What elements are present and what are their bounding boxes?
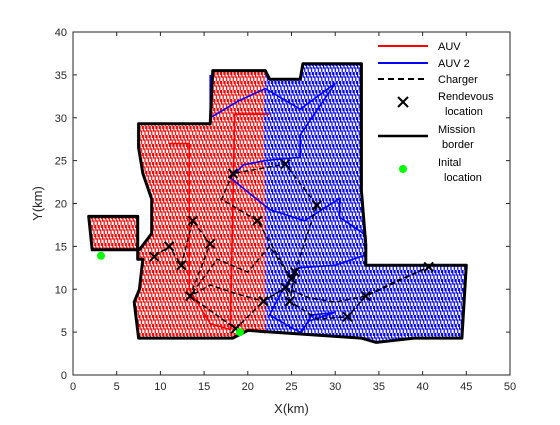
- x-tick-label-2: 10: [154, 381, 166, 393]
- auv-coverage-region: [88, 70, 266, 339]
- rendezvous-marker-8: [252, 215, 263, 226]
- rendezvous-marker-12-b: [284, 296, 295, 307]
- rendezvous-marker-4: [187, 215, 198, 226]
- x-tick-label-3: 15: [198, 381, 210, 393]
- legend-label-auv2: AUV 2: [438, 58, 470, 70]
- rendezvous-marker-5-b: [205, 238, 216, 250]
- auv-trajectory: [169, 113, 270, 331]
- y-axis-ticks: 0 5 10 15 20 25 30 35 40: [55, 27, 510, 382]
- rendezvous-marker-9-b: [258, 296, 269, 307]
- x-tick-label-6: 30: [329, 381, 341, 393]
- x-tick-label-1: 5: [114, 381, 120, 393]
- y-tick-label-1: 5: [61, 327, 67, 339]
- rendezvous-marker-10-b: [280, 282, 291, 293]
- x-axis-label: X(km): [274, 401, 309, 416]
- rendezvous-marker-14: [289, 266, 301, 278]
- legend-label-charger: Charger: [438, 74, 478, 86]
- x-tick-label-4: 20: [242, 381, 254, 393]
- legend-label-border: Mission border: [438, 124, 475, 151]
- rendezvous-marker-17-b: [360, 290, 371, 302]
- legend-swatch-initial: [399, 165, 407, 173]
- rendezvous-marker-17: [360, 290, 371, 302]
- y-tick-label-8: 40: [55, 27, 67, 39]
- auv2-trajectory: [209, 74, 367, 336]
- legend: AUV AUV 2 Charger Rendevous location Miss…: [373, 38, 505, 184]
- legend-label-rendezvous: Rendevous location: [438, 91, 494, 118]
- rendezvous-marker-14-b: [289, 266, 301, 278]
- rendezvous-marker-1: [163, 241, 175, 252]
- rendezvous-marker-2: [176, 260, 187, 271]
- rendezvous-marker-5: [205, 238, 216, 250]
- rendezvous-marker-18-b: [423, 261, 434, 273]
- initial-location-marker-0: [96, 251, 105, 260]
- rendezvous-marker-15: [311, 200, 323, 211]
- rendezvous-marker-7-b: [230, 323, 241, 334]
- legend-label-initial: Inital location: [438, 157, 482, 184]
- rendezvous-marker-3-b: [184, 290, 196, 302]
- x-tick-label-5: 25: [285, 381, 297, 393]
- y-tick-label-5: 25: [55, 156, 67, 168]
- rendezvous-marker-18: [423, 261, 434, 273]
- rendezvous-marker-2-b: [176, 260, 187, 271]
- x-tick-label-0: 0: [70, 381, 76, 393]
- rendezvous-marker-4-b: [187, 215, 198, 226]
- x-tick-label-7: 35: [373, 381, 385, 393]
- rendezvous-marker-12: [284, 296, 295, 307]
- legend-label-auv: AUV: [438, 41, 461, 53]
- rendezvous-marker-13-b: [286, 273, 297, 285]
- x-axis-ticks: 0 5 10 15 20 25 30 35 40 45 50: [70, 32, 516, 393]
- rendezvous-marker-15-b: [311, 200, 323, 211]
- rendezvous-marker-16-b: [342, 311, 353, 322]
- legend-swatch-rendezvous: [397, 96, 409, 108]
- markers: [96, 158, 434, 337]
- rendezvous-marker-8-b: [252, 215, 263, 226]
- y-axis-label: Y(km): [30, 186, 45, 221]
- x-tick-label-10: 50: [504, 381, 516, 393]
- rendezvous-marker-6: [227, 168, 239, 179]
- mission-border-layer: [87, 62, 468, 344]
- rendezvous-marker-9: [258, 296, 269, 307]
- rendezvous-marker-0: [149, 251, 160, 262]
- x-tick-label-9: 45: [460, 381, 472, 393]
- rendezvous-marker-11: [280, 158, 291, 170]
- rendezvous-marker-3: [184, 290, 196, 302]
- mission-border-line: [87, 62, 468, 344]
- y-tick-label-4: 20: [55, 199, 67, 211]
- y-tick-label-0: 0: [61, 370, 67, 382]
- rendezvous-marker-1-b: [163, 241, 175, 252]
- rendezvous-marker-11-b: [280, 158, 291, 170]
- coverage-regions: [88, 63, 467, 343]
- y-tick-label-7: 35: [55, 70, 67, 82]
- y-tick-label-3: 15: [55, 241, 67, 253]
- y-tick-label-6: 30: [55, 113, 67, 125]
- rendezvous-marker-6-b: [227, 168, 239, 179]
- rendezvous-marker-10: [280, 282, 291, 293]
- x-tick-label-8: 40: [416, 381, 428, 393]
- rendezvous-marker-13: [286, 273, 297, 285]
- rendezvous-marker-0-b: [149, 251, 160, 262]
- y-tick-label-2: 10: [55, 284, 67, 296]
- initial-location-marker-1: [235, 328, 244, 337]
- rendezvous-marker-16: [342, 311, 353, 322]
